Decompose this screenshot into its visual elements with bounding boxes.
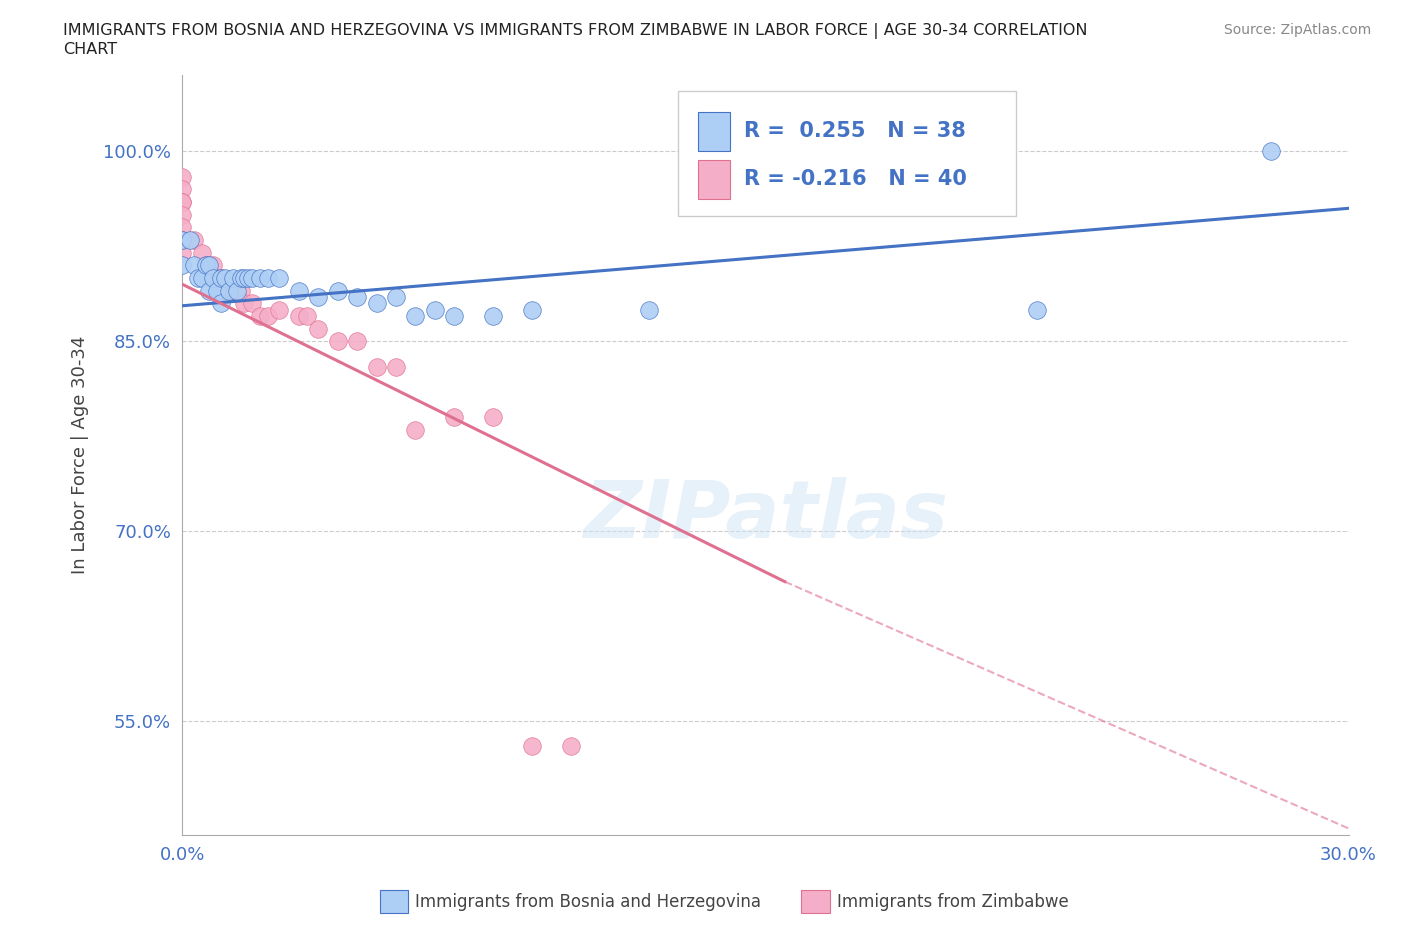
Text: Source: ZipAtlas.com: Source: ZipAtlas.com xyxy=(1223,23,1371,37)
FancyBboxPatch shape xyxy=(678,90,1017,216)
Point xyxy=(172,232,194,247)
Point xyxy=(225,283,247,298)
Point xyxy=(209,271,232,286)
Point xyxy=(288,283,311,298)
Point xyxy=(295,309,318,324)
Point xyxy=(190,271,212,286)
Point xyxy=(385,359,408,374)
Point xyxy=(249,271,271,286)
Y-axis label: In Labor Force | Age 30-34: In Labor Force | Age 30-34 xyxy=(72,336,89,575)
Point xyxy=(207,283,229,298)
Point xyxy=(194,258,217,272)
Point xyxy=(520,302,543,317)
Point xyxy=(1026,302,1049,317)
Point xyxy=(172,194,194,209)
Point xyxy=(346,334,368,349)
Point xyxy=(187,271,209,286)
Point xyxy=(405,422,427,437)
Point xyxy=(520,738,543,753)
Point xyxy=(172,169,194,184)
Point xyxy=(214,271,236,286)
Point xyxy=(209,271,232,286)
Text: CHART: CHART xyxy=(63,42,117,57)
Text: R = -0.216   N = 40: R = -0.216 N = 40 xyxy=(744,169,967,190)
Text: Immigrants from Bosnia and Herzegovina: Immigrants from Bosnia and Herzegovina xyxy=(415,893,761,911)
Point xyxy=(194,258,217,272)
Point xyxy=(307,321,329,336)
Point xyxy=(183,258,205,272)
Point xyxy=(240,296,263,311)
Point xyxy=(443,410,465,425)
Bar xyxy=(697,160,730,199)
Point xyxy=(366,359,388,374)
Point xyxy=(1026,853,1049,868)
Point xyxy=(249,309,271,324)
Point xyxy=(423,302,446,317)
Point xyxy=(443,309,465,324)
Point xyxy=(405,309,427,324)
Point xyxy=(366,296,388,311)
Text: ZIPatlas: ZIPatlas xyxy=(583,477,948,555)
Point xyxy=(222,283,245,298)
Point xyxy=(172,207,194,222)
Point xyxy=(346,289,368,304)
Point xyxy=(179,232,201,247)
Point xyxy=(172,182,194,197)
Text: R =  0.255   N = 38: R = 0.255 N = 38 xyxy=(744,121,966,140)
Point xyxy=(240,271,263,286)
Point xyxy=(1260,144,1282,159)
Point xyxy=(229,271,252,286)
Point xyxy=(307,289,329,304)
Point xyxy=(218,283,240,298)
Point xyxy=(172,246,194,260)
Point xyxy=(560,738,582,753)
Point xyxy=(238,271,260,286)
Point xyxy=(288,309,311,324)
Point xyxy=(183,232,205,247)
Point xyxy=(172,232,194,247)
Point xyxy=(172,232,194,247)
Point xyxy=(482,309,505,324)
Point xyxy=(269,302,291,317)
Point xyxy=(482,410,505,425)
Point xyxy=(637,302,659,317)
Point xyxy=(209,296,232,311)
Point xyxy=(172,219,194,234)
Point xyxy=(202,271,225,286)
Point xyxy=(793,853,815,868)
Bar xyxy=(697,112,730,152)
Point xyxy=(326,283,349,298)
Point xyxy=(256,271,278,286)
Point xyxy=(172,258,194,272)
Point xyxy=(172,194,194,209)
Point xyxy=(326,334,349,349)
Point xyxy=(229,283,252,298)
Point xyxy=(198,283,221,298)
Point xyxy=(222,271,245,286)
Point xyxy=(202,258,225,272)
Point xyxy=(385,289,408,304)
Point xyxy=(256,309,278,324)
Point xyxy=(207,271,229,286)
Point xyxy=(269,271,291,286)
Point xyxy=(233,271,256,286)
Point xyxy=(172,232,194,247)
Point xyxy=(198,258,221,272)
Point xyxy=(233,296,256,311)
Text: IMMIGRANTS FROM BOSNIA AND HERZEGOVINA VS IMMIGRANTS FROM ZIMBABWE IN LABOR FORC: IMMIGRANTS FROM BOSNIA AND HERZEGOVINA V… xyxy=(63,23,1088,39)
Text: Immigrants from Zimbabwe: Immigrants from Zimbabwe xyxy=(837,893,1069,911)
Point xyxy=(637,853,659,868)
Point xyxy=(198,258,221,272)
Point xyxy=(218,283,240,298)
Point xyxy=(190,246,212,260)
